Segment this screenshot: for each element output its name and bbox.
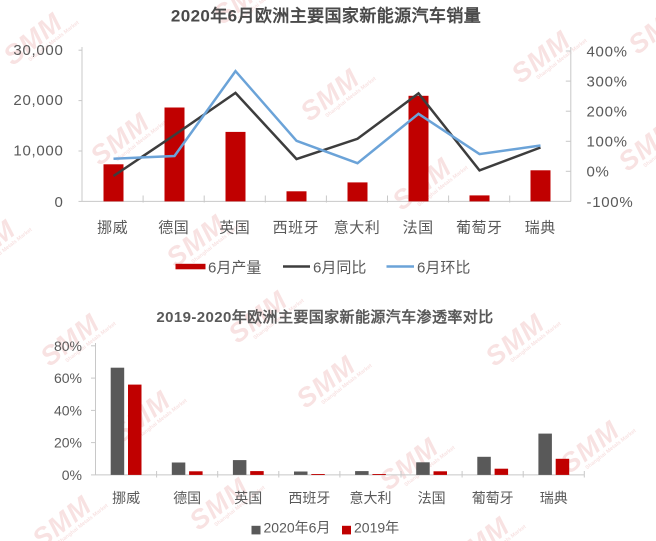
svg-text:0%: 0% xyxy=(587,164,610,181)
svg-text:挪威: 挪威 xyxy=(112,490,140,506)
svg-text:2020年6月: 2020年6月 xyxy=(264,520,331,536)
svg-text:30,000: 30,000 xyxy=(13,42,63,59)
svg-text:6月产量: 6月产量 xyxy=(208,260,261,277)
svg-text:瑞典: 瑞典 xyxy=(540,490,568,506)
svg-text:葡萄牙: 葡萄牙 xyxy=(456,219,503,236)
svg-text:德国: 德国 xyxy=(158,218,189,236)
svg-text:80%: 80% xyxy=(54,338,82,354)
svg-text:20,000: 20,000 xyxy=(13,92,63,109)
svg-text:意大利: 意大利 xyxy=(350,490,392,506)
svg-text:200%: 200% xyxy=(587,104,628,121)
svg-text:6月同比: 6月同比 xyxy=(313,260,366,277)
svg-text:10,000: 10,000 xyxy=(13,143,63,160)
svg-text:0%: 0% xyxy=(62,467,82,483)
svg-text:葡萄牙: 葡萄牙 xyxy=(472,490,514,506)
svg-text:400%: 400% xyxy=(587,43,628,60)
svg-text:2019-2020年欧洲主要国家新能源汽车渗透率对比: 2019-2020年欧洲主要国家新能源汽车渗透率对比 xyxy=(156,308,493,326)
svg-text:英国: 英国 xyxy=(234,490,262,506)
svg-text:300%: 300% xyxy=(587,74,628,91)
svg-text:德国: 德国 xyxy=(173,490,201,506)
svg-text:2019年: 2019年 xyxy=(354,520,399,536)
svg-text:瑞典: 瑞典 xyxy=(525,219,556,236)
svg-text:60%: 60% xyxy=(54,370,82,386)
svg-text:6月环比: 6月环比 xyxy=(417,260,470,277)
svg-text:挪威: 挪威 xyxy=(97,219,128,236)
svg-text:意大利: 意大利 xyxy=(334,218,381,236)
svg-text:法国: 法国 xyxy=(418,490,446,506)
svg-text:西班牙: 西班牙 xyxy=(288,490,330,506)
svg-text:英国: 英国 xyxy=(219,218,250,236)
svg-text:0: 0 xyxy=(54,194,63,211)
svg-text:西班牙: 西班牙 xyxy=(273,219,320,236)
svg-text:法国: 法国 xyxy=(403,219,434,236)
svg-text:20%: 20% xyxy=(54,435,82,451)
svg-text:2020年6月欧洲主要国家新能源汽车销量: 2020年6月欧洲主要国家新能源汽车销量 xyxy=(171,6,481,26)
svg-text:100%: 100% xyxy=(587,134,628,151)
svg-text:40%: 40% xyxy=(54,402,82,418)
svg-text:-100%: -100% xyxy=(587,194,634,211)
